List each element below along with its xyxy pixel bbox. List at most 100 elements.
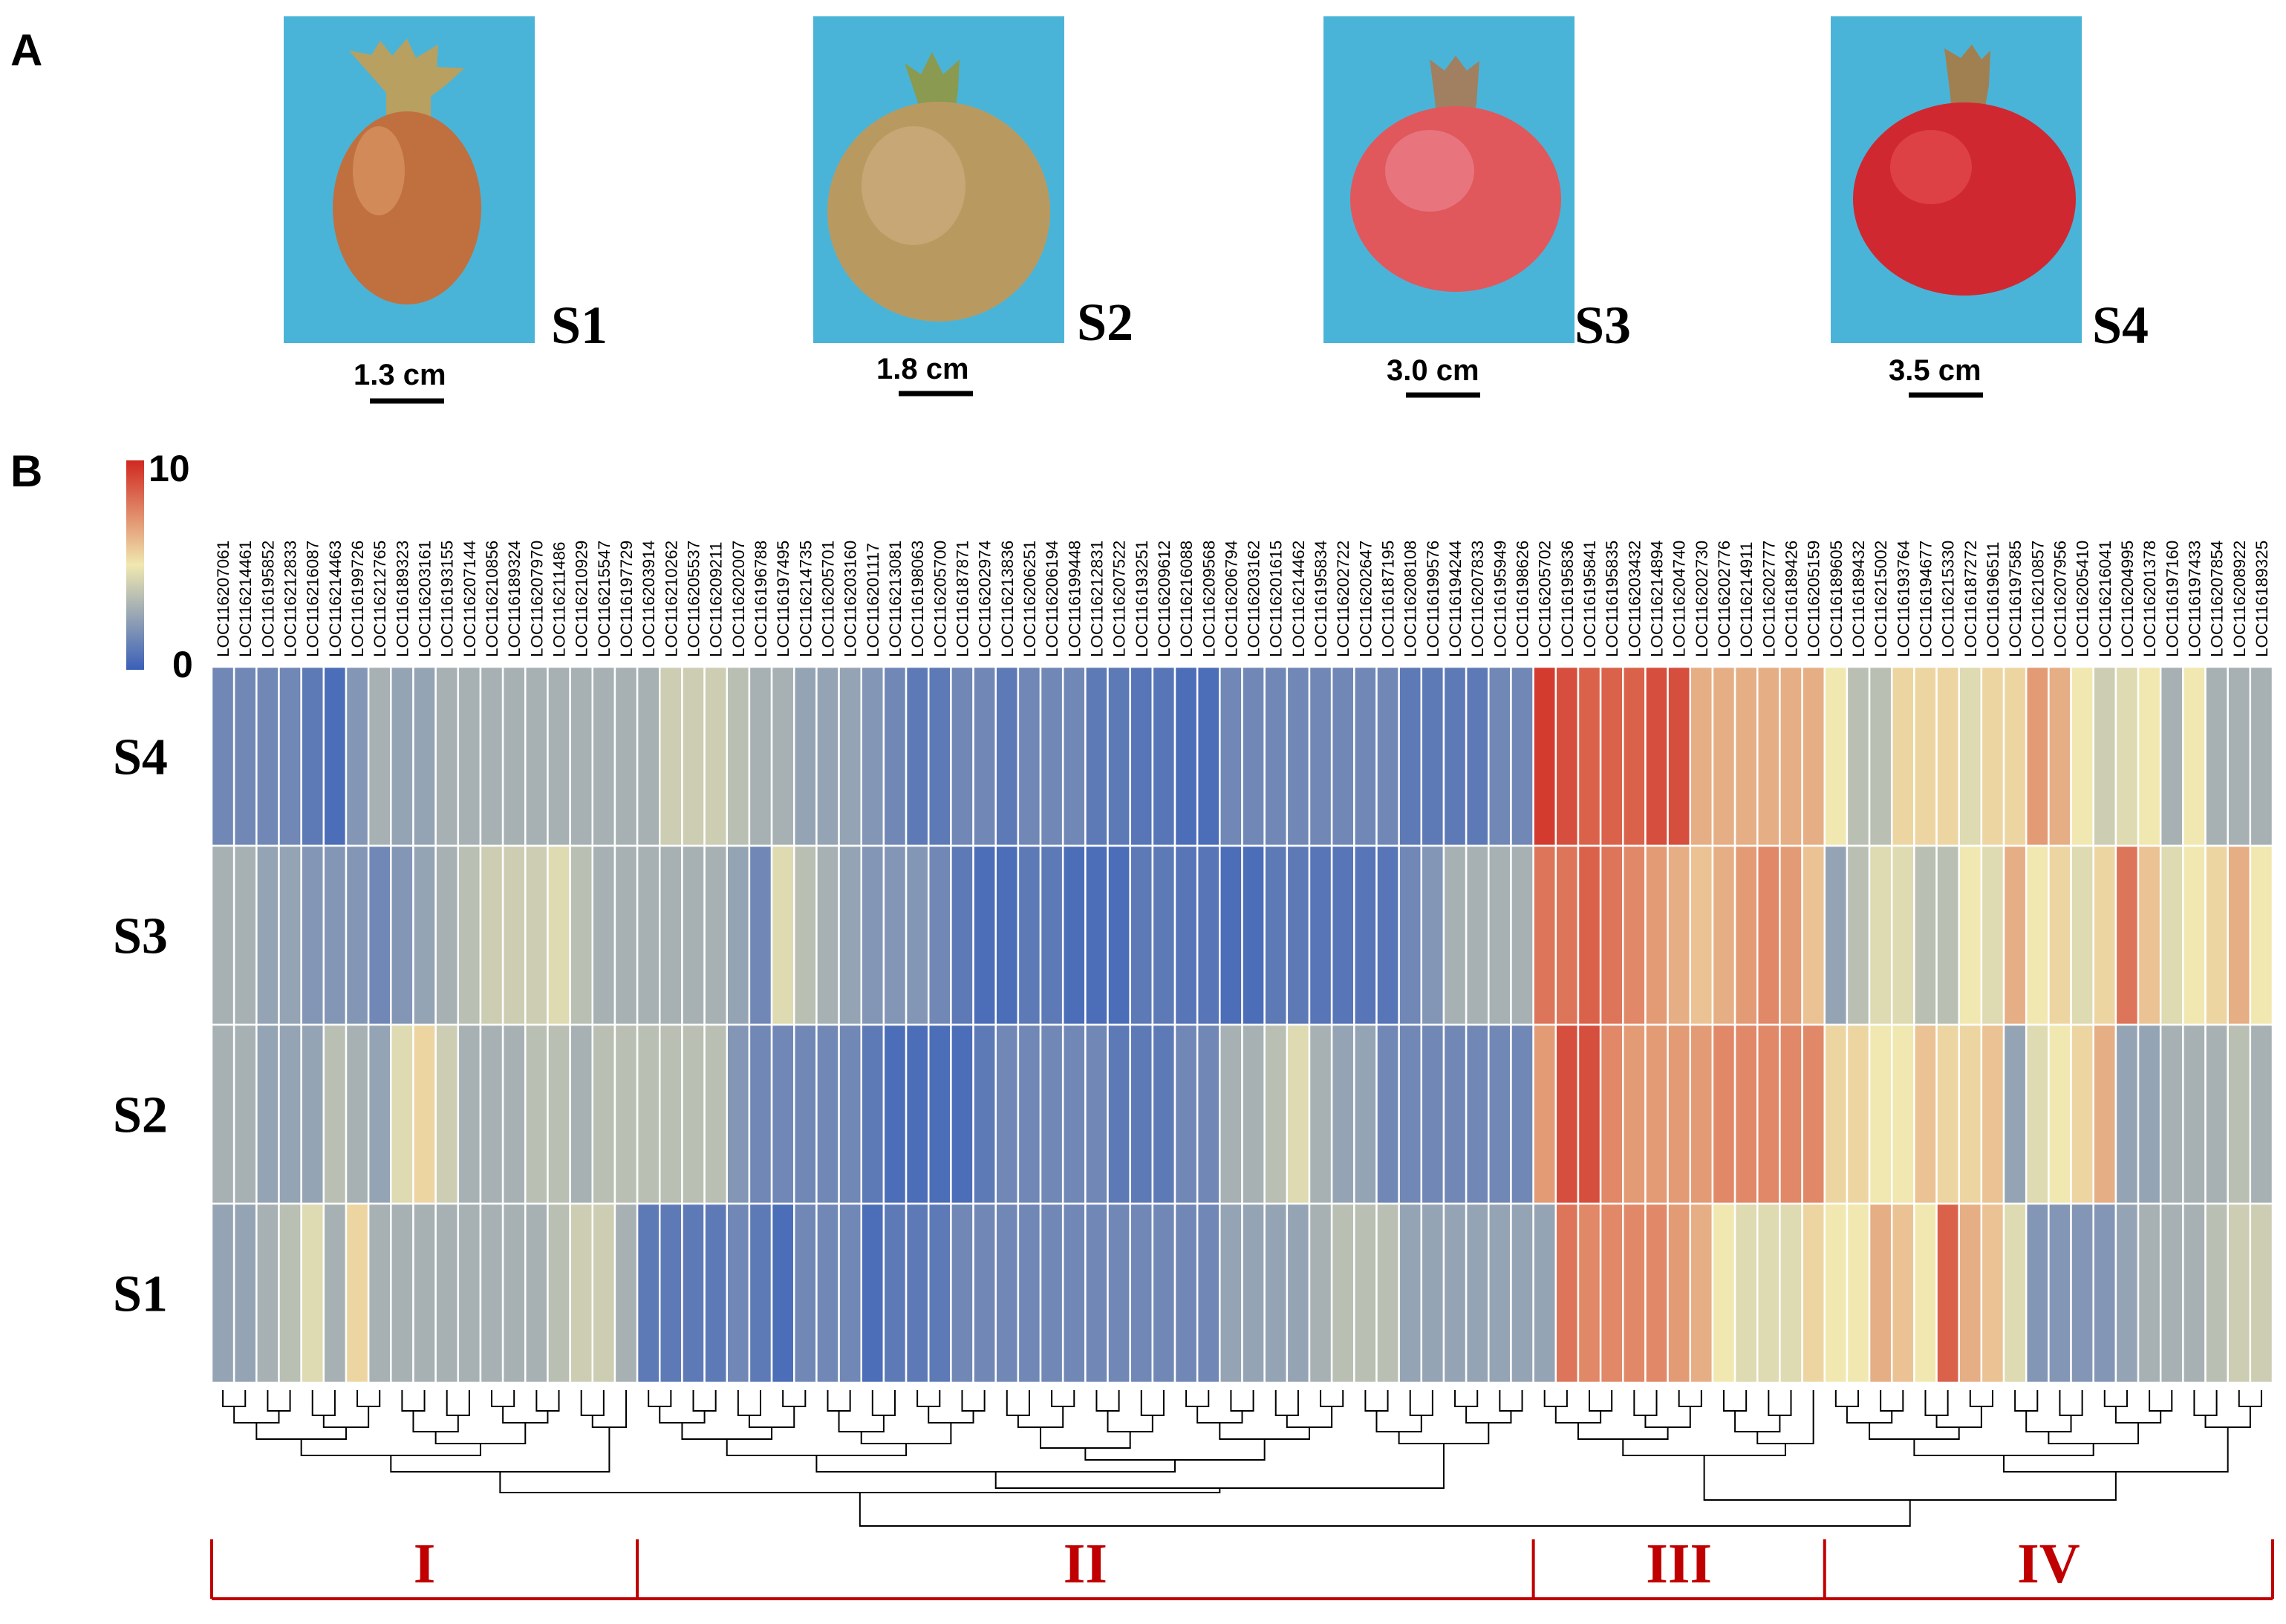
heatmap-cell-s4-47 bbox=[1263, 665, 1289, 847]
heatmap-cell-s3-2 bbox=[255, 844, 280, 1026]
heatmap-cell-s3-50 bbox=[1330, 844, 1355, 1026]
heatmap-cell-s1-51 bbox=[1353, 1202, 1378, 1384]
heatmap-cell-s1-36 bbox=[1017, 1202, 1042, 1384]
dendrogram-branch bbox=[322, 1406, 370, 1428]
heatmap-cell-s2-72 bbox=[1823, 1023, 1849, 1205]
column-dendrogram bbox=[222, 1390, 2262, 1527]
heatmap-cell-s3-40 bbox=[1107, 844, 1131, 1026]
color-scale-legend: 10 0 bbox=[126, 448, 193, 685]
heatmap-cell-s2-51 bbox=[1353, 1023, 1378, 1205]
dendrogram-branch bbox=[1051, 1390, 1075, 1407]
heatmap-cell-s4-37 bbox=[1039, 665, 1064, 847]
dendrogram-branch bbox=[2003, 1427, 2229, 1473]
heatmap-cell-s4-48 bbox=[1286, 665, 1311, 847]
heatmap-cell-s4-84 bbox=[2092, 665, 2117, 847]
gene-label: LOC116189325 bbox=[2253, 541, 2271, 657]
heatmap-cell-s4-22 bbox=[703, 665, 729, 847]
gene-label: LOC116207970 bbox=[527, 541, 546, 657]
heatmap-cell-s2-12 bbox=[479, 1023, 504, 1205]
heatmap-cell-s2-80 bbox=[2002, 1023, 2028, 1205]
heatmap-cell-s2-61 bbox=[1577, 1023, 1602, 1205]
heatmap-cell-s4-15 bbox=[547, 665, 571, 847]
dendrogram-branch bbox=[255, 1423, 347, 1440]
heatmap-cell-s4-71 bbox=[1801, 665, 1826, 847]
heatmap-cell-s2-71 bbox=[1801, 1023, 1826, 1205]
heatmap-cell-s1-76 bbox=[1913, 1202, 1938, 1384]
heatmap-cell-s3-54 bbox=[1420, 844, 1445, 1026]
heatmap-cell-s1-58 bbox=[1510, 1202, 1534, 1384]
dendrogram-branch bbox=[1589, 1390, 1613, 1412]
heatmap-cell-s2-42 bbox=[1151, 1023, 1176, 1205]
gene-label: LOC116201117 bbox=[864, 543, 882, 657]
dendrogram-branch bbox=[1274, 1390, 1299, 1416]
heatmap-cell-s1-31 bbox=[905, 1202, 930, 1384]
heatmap-cell-s3-60 bbox=[1554, 844, 1580, 1026]
heatmap-cell-s4-89 bbox=[2204, 665, 2229, 847]
row-labels: S4 S3 S2 S1 bbox=[113, 729, 168, 1323]
heatmap-cell-s3-3 bbox=[278, 844, 302, 1026]
heatmap-cell-s2-34 bbox=[972, 1023, 997, 1205]
row-label-s3: S3 bbox=[113, 908, 168, 965]
heatmap-cell-s4-43 bbox=[1173, 665, 1199, 847]
heatmap-cell-s1-15 bbox=[547, 1202, 571, 1384]
dendrogram-branch bbox=[1140, 1390, 1165, 1416]
photo-s4-stage-label: S4 bbox=[2092, 296, 2149, 355]
photo-s2-scale-label: 1.8 cm bbox=[876, 353, 969, 385]
dendrogram-branch bbox=[1185, 1390, 1210, 1407]
heatmap-cell-s3-67 bbox=[1711, 844, 1736, 1026]
heatmap-cell-s2-79 bbox=[1980, 1023, 2005, 1205]
heatmap-cell-s2-15 bbox=[547, 1023, 571, 1205]
heatmap-cell-s4-62 bbox=[1599, 665, 1624, 847]
dendrogram-branch bbox=[233, 1406, 280, 1424]
dendrogram-branch bbox=[1364, 1390, 1389, 1412]
gene-label: LOC116193764 bbox=[1894, 541, 1912, 657]
heatmap-cell-s2-22 bbox=[703, 1023, 729, 1205]
heatmap-cell-s3-44 bbox=[1196, 844, 1221, 1026]
heatmap-cell-s2-25 bbox=[770, 1023, 795, 1205]
gene-label: LOC116212765 bbox=[371, 541, 389, 657]
heatmap-cell-s2-23 bbox=[726, 1023, 751, 1205]
heatmap-cell-s2-29 bbox=[860, 1023, 885, 1205]
heatmap-cell-s4-81 bbox=[2025, 665, 2050, 847]
heatmap-cell-s4-0 bbox=[210, 665, 235, 847]
heatmap-cell-s1-33 bbox=[950, 1202, 974, 1384]
gene-label: LOC116199726 bbox=[348, 541, 367, 657]
heatmap-cell-s1-29 bbox=[860, 1202, 885, 1384]
heatmap-cell-s3-5 bbox=[322, 844, 348, 1026]
gene-label: LOC116189605 bbox=[1827, 541, 1846, 657]
heatmap-cell-s3-68 bbox=[1733, 844, 1759, 1026]
heatmap-cell-s4-54 bbox=[1420, 665, 1445, 847]
dendrogram-branch bbox=[412, 1411, 459, 1432]
heatmap-cell-s2-70 bbox=[1779, 1023, 1803, 1205]
dendrogram-branch bbox=[2103, 1390, 2128, 1407]
dendrogram-branch bbox=[300, 1439, 481, 1456]
heatmap-cell-s1-46 bbox=[1241, 1202, 1266, 1384]
heatmap-cell-s2-10 bbox=[434, 1023, 460, 1205]
heatmap-cell-s2-44 bbox=[1196, 1023, 1221, 1205]
dendrogram-branch bbox=[1969, 1390, 1993, 1407]
gene-label: LOC116205702 bbox=[1536, 541, 1554, 657]
heatmap-cell-s4-12 bbox=[479, 665, 504, 847]
dendrogram-branch bbox=[2014, 1390, 2039, 1412]
heatmap-cell-s2-40 bbox=[1107, 1023, 1131, 1205]
heatmap-cell-s2-69 bbox=[1756, 1023, 1781, 1205]
heatmap-cell-s4-83 bbox=[2070, 665, 2094, 847]
dendrogram-branch bbox=[1768, 1390, 1792, 1416]
gene-label: LOC116195841 bbox=[1580, 541, 1599, 657]
heatmap-cell-s4-38 bbox=[1061, 665, 1087, 847]
photo-s1-highlight bbox=[353, 126, 405, 215]
gene-label: LOC116202776 bbox=[1715, 541, 1733, 657]
heatmap-cell-s3-8 bbox=[390, 844, 414, 1026]
gene-label: LOC116214911 bbox=[1737, 541, 1756, 657]
heatmap-cell-s3-47 bbox=[1263, 844, 1289, 1026]
gene-label: LOC116213081 bbox=[886, 541, 905, 657]
heatmap-cell-s1-19 bbox=[636, 1202, 661, 1384]
heatmap-cell-s1-61 bbox=[1577, 1202, 1602, 1384]
dendrogram-branch bbox=[491, 1390, 515, 1407]
dendrogram-branch bbox=[748, 1406, 795, 1428]
dendrogram-branch bbox=[737, 1390, 761, 1416]
heatmap-cell-s2-91 bbox=[2249, 1023, 2274, 1205]
row-label-s2: S2 bbox=[113, 1087, 168, 1144]
heatmap-cell-s4-69 bbox=[1756, 665, 1781, 847]
heatmap-cell-s4-59 bbox=[1532, 665, 1557, 847]
